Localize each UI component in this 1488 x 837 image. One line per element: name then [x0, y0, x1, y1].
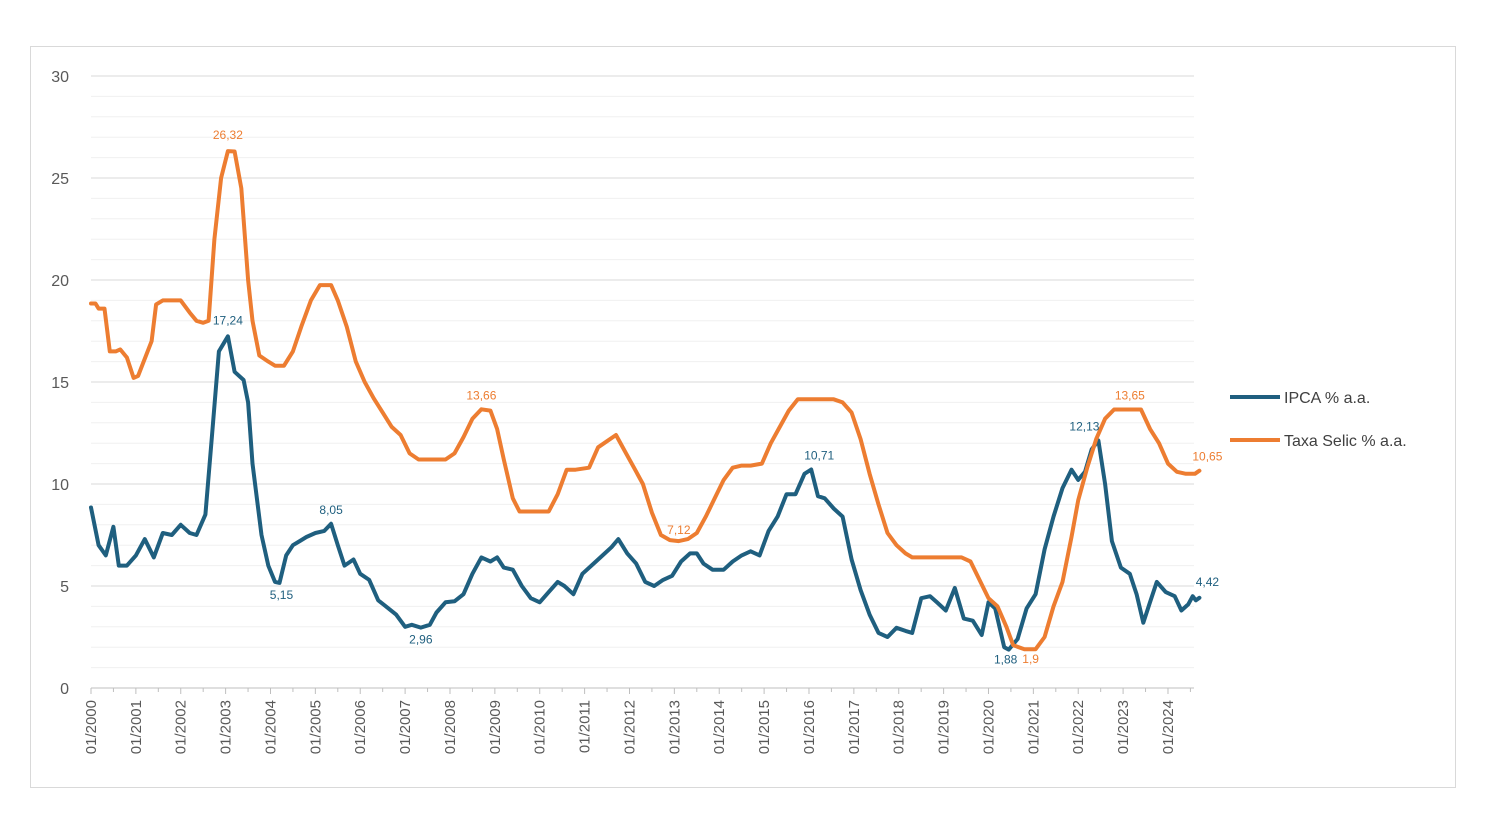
y-tick-label: 10 [51, 477, 69, 494]
x-tick-label: 01/2005 [307, 700, 324, 754]
x-tick-label: 01/2024 [1160, 700, 1177, 754]
x-tick-label: 01/2016 [801, 700, 818, 754]
data-label: 1,88 [994, 653, 1018, 667]
data-label: 1,9 [1022, 652, 1039, 666]
series-line-selic [89, 149, 1202, 652]
x-tick-label: 01/2012 [621, 700, 638, 754]
x-tick-label: 01/2017 [846, 700, 863, 754]
x-tick-label: 01/2007 [397, 700, 414, 754]
x-tick-label: 01/2013 [666, 700, 683, 754]
x-tick-label: 01/2022 [1070, 700, 1087, 754]
x-tick-label: 01/2004 [262, 700, 279, 754]
data-label: 13,65 [1115, 389, 1145, 403]
x-tick-label: 01/2020 [980, 700, 997, 754]
y-tick-label: 15 [51, 375, 69, 392]
data-label: 5,15 [270, 588, 294, 602]
y-tick-label: 0 [60, 681, 69, 698]
x-tick-label: 01/2009 [487, 700, 504, 754]
data-label: 2,96 [409, 633, 433, 647]
data-label: 8,05 [319, 503, 343, 517]
series [89, 149, 1202, 652]
legend: IPCA % a.a. Taxa Selic % a.a. [1230, 390, 1407, 450]
x-tick-label: 01/2010 [532, 700, 549, 754]
data-label: 10,65 [1192, 450, 1222, 464]
x-tick-label: 01/2019 [936, 700, 953, 754]
x-tick-label: 01/2021 [1025, 700, 1042, 754]
axes: 0 5 10 15 20 25 30 01/2000 01/2001 01/2002 01/2003… [51, 69, 1194, 754]
data-label: 26,32 [213, 128, 243, 142]
x-tick-label: 01/2006 [352, 700, 369, 754]
x-tick-label: 01/2011 [577, 700, 594, 753]
line-chart: 0 5 10 15 20 25 30 01/2000 01/2001 01/2002 01/2003… [51, 69, 1407, 754]
data-label: 10,71 [804, 449, 834, 463]
y-tick-label: 5 [60, 579, 69, 596]
series-line-ipca [89, 334, 1202, 652]
chart-frame: 0 5 10 15 20 25 30 01/2000 01/2001 01/2002 01/2003… [30, 46, 1456, 788]
data-label: 17,24 [213, 313, 243, 327]
gridlines [91, 75, 1194, 669]
data-label: 7,12 [667, 523, 691, 537]
x-tick-label: 01/2023 [1115, 700, 1132, 754]
data-label: 12,13 [1069, 420, 1099, 434]
legend-label-selic: Taxa Selic % a.a. [1284, 433, 1407, 450]
y-tick-label: 20 [51, 273, 69, 290]
x-tick-label: 01/2003 [218, 700, 235, 754]
x-tick-label: 01/2018 [891, 700, 908, 754]
x-tick-label: 01/2008 [442, 700, 459, 754]
data-label: 13,66 [466, 388, 496, 402]
x-tick-label: 01/2015 [756, 700, 773, 754]
legend-label-ipca: IPCA % a.a. [1284, 390, 1370, 407]
x-tick-label: 01/2002 [173, 700, 190, 754]
y-tick-label: 25 [51, 171, 69, 188]
x-tick-label: 01/2014 [711, 700, 728, 754]
x-tick-label: 01/2001 [128, 700, 145, 754]
data-label: 4,42 [1196, 575, 1220, 589]
data-labels: 17,24 5,15 8,05 2,96 10,71 1,88 12,13 4,42 26,32… [213, 128, 1223, 667]
y-tick-label: 30 [51, 69, 69, 86]
x-tick-label: 01/2000 [83, 700, 100, 754]
